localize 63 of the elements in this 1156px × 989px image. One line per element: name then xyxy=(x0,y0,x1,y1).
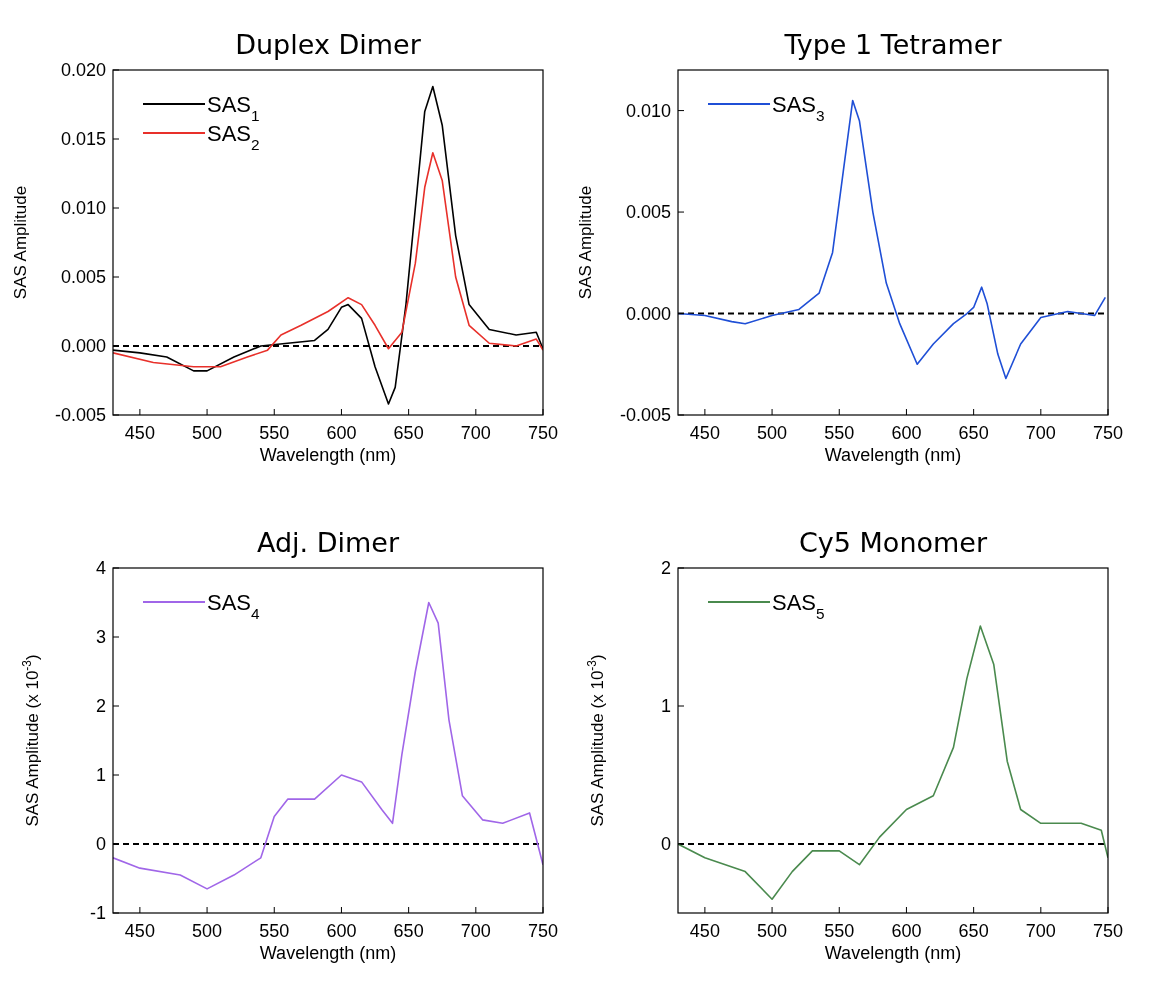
x-tick-label: 450 xyxy=(124,921,155,941)
x-axis-title: Wavelength (nm) xyxy=(824,943,962,963)
y-tick-label: 0.010 xyxy=(60,198,106,219)
y-tick-label: 3 xyxy=(95,627,106,648)
x-tick-label: 750 xyxy=(527,423,559,443)
chart-title: Duplex Dimer xyxy=(235,29,422,60)
x-tick-label: 750 xyxy=(527,921,559,941)
line-series xyxy=(678,625,1108,900)
x-tick-label: 750 xyxy=(1092,423,1124,443)
x-tick-label: 700 xyxy=(1025,423,1056,443)
y-tick-label: 0.005 xyxy=(625,202,671,223)
x-tick-label: 600 xyxy=(891,921,922,941)
legend-label: SAS$_{5}$ xyxy=(772,589,825,622)
legend-label: SAS$_{3}$ xyxy=(772,91,825,124)
x-tick-label: 600 xyxy=(326,423,357,443)
y-tick-label: 0.020 xyxy=(60,60,106,81)
y-tick-label: 2 xyxy=(660,558,671,579)
y-axis-title: SAS Amplitude xyxy=(11,185,30,300)
y-tick-label: -1 xyxy=(89,903,106,924)
x-tick-label: 550 xyxy=(824,921,855,941)
x-tick-label: 450 xyxy=(689,423,720,443)
y-tick-label: 0.010 xyxy=(625,100,671,121)
y-tick-label: 1 xyxy=(95,765,106,786)
x-tick-label: 700 xyxy=(460,423,491,443)
x-tick-label: 500 xyxy=(192,423,223,443)
y-tick-label: 0.000 xyxy=(625,303,671,324)
x-tick-label: 700 xyxy=(460,921,491,941)
legend-label: SAS$_{4}$ xyxy=(207,589,261,622)
x-tick-label: 450 xyxy=(689,921,720,941)
x-tick-label: 550 xyxy=(259,423,290,443)
x-tick-label: 650 xyxy=(393,423,424,443)
line-series xyxy=(113,152,543,368)
y-tick-label: 0.000 xyxy=(60,336,106,357)
x-tick-label: 650 xyxy=(958,423,989,443)
y-tick-label: 0 xyxy=(95,834,106,855)
x-tick-label: 650 xyxy=(393,921,424,941)
y-tick-label: 4 xyxy=(95,558,106,579)
y-tick-label: -0.005 xyxy=(619,405,671,426)
x-tick-label: 550 xyxy=(824,423,855,443)
chart-title: Type 1 Tetramer xyxy=(783,29,1003,60)
x-tick-label: 750 xyxy=(1092,921,1124,941)
y-axis-title: SAS Amplitude xyxy=(576,185,595,300)
y-tick-label: 1 xyxy=(660,696,671,717)
x-axis-title: Wavelength (nm) xyxy=(259,445,397,465)
x-tick-label: 600 xyxy=(891,423,922,443)
x-tick-label: 700 xyxy=(1025,921,1056,941)
y-tick-label: 0.005 xyxy=(60,267,106,288)
x-tick-label: 550 xyxy=(259,921,290,941)
y-tick-label: 0.015 xyxy=(60,129,106,150)
y-tick-label: -0.005 xyxy=(54,405,106,426)
x-tick-label: 500 xyxy=(192,921,223,941)
x-tick-label: 450 xyxy=(124,423,155,443)
x-tick-label: 500 xyxy=(757,921,788,941)
x-tick-label: 600 xyxy=(326,921,357,941)
chart-title: Cy5 Monomer xyxy=(798,527,988,558)
line-series xyxy=(678,99,1107,380)
x-tick-label: 650 xyxy=(958,921,989,941)
y-tick-label: 0 xyxy=(660,834,671,855)
y-tick-label: 2 xyxy=(95,696,106,717)
x-axis-title: Wavelength (nm) xyxy=(259,943,397,963)
x-tick-label: 500 xyxy=(757,423,788,443)
chart-title: Adj. Dimer xyxy=(256,527,400,558)
x-axis-title: Wavelength (nm) xyxy=(824,445,962,465)
